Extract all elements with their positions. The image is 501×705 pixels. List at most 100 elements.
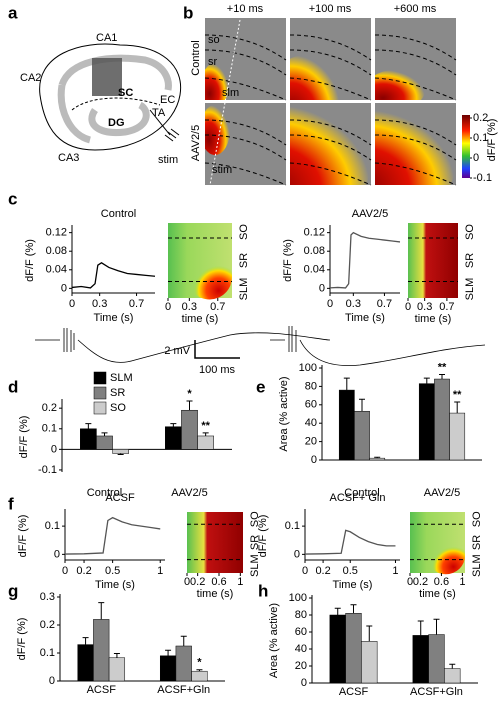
chart-title: AAV2/5 [352, 208, 389, 220]
x-tick-label: 0.5 [105, 565, 120, 577]
heatmap-hotspot [426, 537, 465, 575]
y-tick-label: 0.04 [46, 264, 67, 276]
x-axis-label: time (s) [197, 588, 234, 600]
layer-label: SO [238, 224, 250, 240]
error-bar [374, 456, 381, 459]
bar [444, 668, 461, 684]
bar [77, 644, 94, 682]
panel-label: g [8, 581, 18, 600]
panel-label: e [256, 377, 265, 396]
legend-label: SLM [110, 372, 133, 384]
y-tick-label: 60 [305, 399, 317, 411]
bar [96, 435, 113, 450]
bar [80, 428, 97, 450]
bar [165, 426, 182, 450]
x-tick-label: 0.5 [343, 565, 358, 577]
bar [112, 449, 129, 454]
significance: * [197, 657, 202, 669]
x-tick-label: 0 [407, 576, 413, 588]
bar [175, 645, 192, 682]
x-tick-label: ACSF [87, 684, 117, 696]
x-tick-label: ACSF+Gln [410, 686, 463, 698]
y-tick-label: 100 [299, 362, 317, 374]
layer-label: slm [222, 87, 239, 99]
x-tick-label: 0.3 [346, 298, 361, 310]
y-tick-label: 60 [295, 626, 307, 638]
x-tick-label: 1 [459, 576, 465, 588]
x-tick-label: 0.6 [434, 576, 449, 588]
panel-label: f [8, 494, 14, 513]
axis [329, 225, 400, 294]
diagram-label: SC [118, 87, 133, 99]
error-bar [423, 377, 430, 384]
error-bar [417, 620, 424, 636]
legend-swatch [93, 401, 107, 415]
x-tick-label: 0 [165, 301, 171, 313]
y-tick-label: 0.08 [304, 245, 325, 257]
diagram-label: TA [152, 107, 166, 119]
y-axis-label: dF/F (%) [257, 515, 269, 558]
layer-label: SLM [249, 554, 261, 577]
y-tick-label: 0.12 [46, 227, 67, 239]
x-tick-label: 0.7 [439, 301, 454, 313]
x-tick-label: 1 [157, 565, 163, 577]
error-bar [343, 377, 350, 391]
x-tick-label: 0.2 [413, 576, 428, 588]
x-tick-label: 0 [69, 298, 75, 310]
layer-label: SLM [464, 278, 476, 301]
y-tick-label: 0 [54, 548, 60, 560]
error-bar [439, 373, 445, 380]
panel-label: b [183, 3, 193, 22]
x-tick-label: 0 [62, 565, 68, 577]
heatmap [408, 223, 458, 298]
error-bar [82, 637, 89, 645]
x-tick-label: 0.7 [129, 298, 144, 310]
y-tick-label: 0 [51, 443, 57, 455]
x-axis-label: Time (s) [95, 579, 135, 591]
legend-label: SR [110, 387, 125, 399]
y-tick-label: 0.3 [40, 591, 55, 603]
error-bar [101, 432, 108, 436]
y-tick-label: 20 [305, 436, 317, 448]
x-tick-label: 0.7 [377, 298, 392, 310]
axis [64, 509, 165, 561]
x-tick-label: 0.6 [211, 576, 226, 588]
layer-label: SLM [238, 278, 250, 301]
diagram-label: CA2 [20, 72, 41, 84]
error-bar [454, 401, 461, 414]
y-axis-label: dF/F (%) [17, 515, 29, 558]
y-tick-label: 0.2 [40, 619, 55, 631]
x-tick-label: 0.3 [182, 301, 197, 313]
trace [71, 262, 156, 289]
layer-label: stim [212, 164, 232, 176]
y-tick-label: 80 [305, 380, 317, 392]
layer-label: SR [471, 535, 483, 550]
legend-label: SO [110, 402, 126, 414]
y-axis-label: dF/F (%) [24, 239, 36, 282]
axis [304, 509, 400, 561]
error-bar [433, 618, 440, 635]
heatmap-hotspot [187, 254, 233, 300]
y-tick-label: 0 [319, 282, 325, 294]
colorbar-title: dF/F (%) [486, 119, 498, 162]
diagram-label: DG [108, 117, 125, 129]
chart-title: Control [101, 208, 136, 220]
y-tick-label: 0.1 [45, 520, 60, 532]
bar [428, 634, 445, 684]
y-tick-label: 0 [294, 548, 300, 560]
bar [434, 378, 450, 461]
layer-label: SO [471, 511, 483, 527]
panel-label: d [8, 377, 18, 396]
bar [197, 435, 214, 450]
layer-label: SO [464, 224, 476, 240]
y-tick-label: 0 [49, 675, 55, 687]
bar [338, 389, 355, 461]
y-tick-label: 40 [305, 417, 317, 429]
layer-label: sr [208, 56, 218, 68]
diagram-label: CA1 [96, 32, 117, 44]
y-tick-label: 80 [295, 609, 307, 621]
layer-label: SR [238, 253, 250, 268]
bar [412, 635, 429, 684]
layer-label: SR [249, 535, 261, 550]
